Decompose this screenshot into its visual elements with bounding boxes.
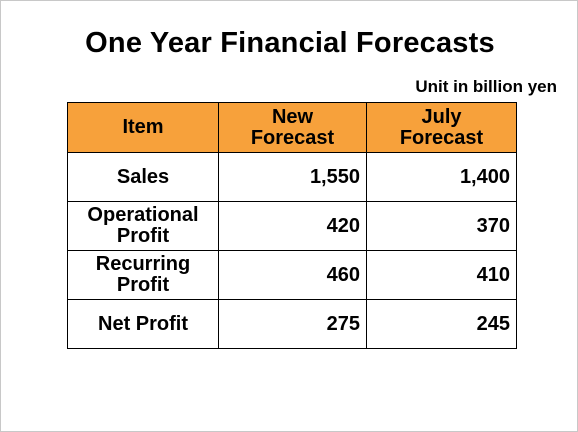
cell-new-forecast: 420: [218, 201, 367, 251]
row-label-line: Net Profit: [98, 312, 188, 335]
cell-new-forecast: 1,550: [218, 152, 367, 202]
cell-july-forecast: 410: [366, 250, 517, 300]
table-header-row: Item New Forecast July Forecast: [67, 102, 517, 153]
cell-july-forecast: 370: [366, 201, 517, 251]
header-item: Item: [67, 102, 219, 153]
row-label-line-2: Profit: [116, 274, 170, 296]
header-new-line-1: New: [271, 105, 314, 128]
cell-new-forecast: 460: [218, 250, 367, 300]
header-july-line-1: July: [421, 105, 462, 128]
row-label: Operational Profit: [67, 201, 219, 251]
forecast-table: Item New Forecast July Forecast Sales 1,…: [67, 102, 517, 349]
row-label-line-1: Operational: [87, 204, 199, 226]
header-july-line-2: Forecast: [399, 126, 484, 149]
table-row-net-profit: Net Profit 275 245: [67, 299, 517, 349]
header-item-line: Item: [122, 116, 164, 138]
header-july-forecast: July Forecast: [366, 102, 517, 153]
unit-note: Unit in billion yen: [415, 77, 557, 96]
header-new-line-2: Forecast: [250, 126, 335, 149]
row-label: Recurring Profit: [67, 250, 219, 300]
table-row-operational-profit: Operational Profit 420 370: [67, 201, 517, 251]
row-label: Net Profit: [67, 299, 219, 349]
cell-new-forecast: 275: [218, 299, 367, 349]
page-title: One Year Financial Forecasts: [85, 27, 495, 59]
row-label: Sales: [67, 152, 219, 202]
cell-july-forecast: 1,400: [366, 152, 517, 202]
header-new-forecast: New Forecast: [218, 102, 367, 153]
row-label-line: Sales: [116, 165, 170, 188]
table-row-sales: Sales 1,550 1,400: [67, 152, 517, 202]
table-row-recurring-profit: Recurring Profit 460 410: [67, 250, 517, 300]
row-label-line-1: Recurring: [95, 253, 191, 275]
cell-july-forecast: 245: [366, 299, 517, 349]
row-label-line-2: Profit: [116, 225, 170, 247]
